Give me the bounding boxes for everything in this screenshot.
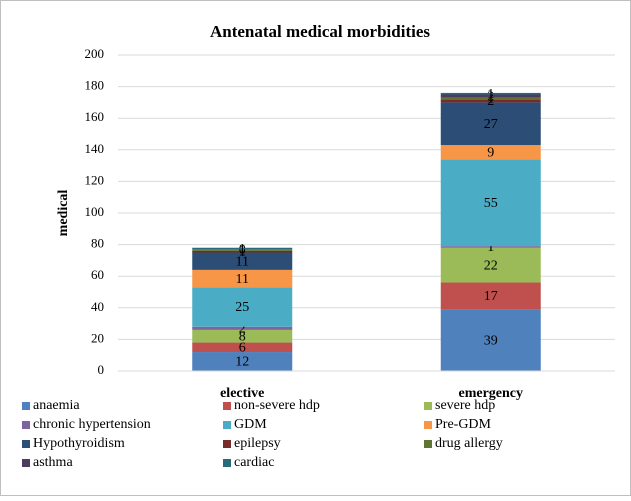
legend-swatch (223, 402, 231, 410)
legend-label: non-severe hdp (234, 398, 320, 413)
data-label: 1 (239, 243, 246, 258)
y-tick-label: 20 (91, 330, 104, 345)
bar-segment (440, 97, 541, 100)
bar-segment (440, 247, 541, 283)
y-tick-label: 60 (91, 267, 104, 282)
x-tick-label: emergency (458, 386, 523, 401)
y-tick-label: 80 (91, 236, 104, 251)
legend-swatch (22, 459, 30, 467)
bar-segment (192, 287, 293, 327)
bar-segment (440, 102, 541, 146)
y-axis-label: medical (56, 190, 71, 237)
legend-swatch (22, 421, 30, 429)
bar-segment (440, 145, 541, 160)
data-label: 2 (239, 322, 246, 337)
data-label: 17 (484, 289, 498, 304)
bar-segment (440, 246, 541, 248)
data-label: 1 (239, 245, 246, 260)
bar-segment (440, 94, 541, 98)
bar-segment (192, 352, 293, 371)
data-label: 6 (239, 341, 246, 356)
legend-label: asthma (33, 455, 73, 470)
bar-segment (192, 252, 293, 270)
data-label: 9 (487, 145, 494, 160)
data-label: 1 (487, 87, 494, 102)
legend-swatch (223, 421, 231, 429)
data-label: 1 (239, 242, 246, 257)
bar-segment (192, 326, 293, 330)
legend-label: GDM (234, 417, 267, 432)
data-label: 11 (236, 254, 249, 269)
legend-label: cardiac (234, 455, 274, 470)
data-label: 11 (236, 272, 249, 287)
bar-segment (192, 269, 293, 288)
data-label: 12 (235, 355, 249, 370)
data-label: 27 (484, 117, 498, 132)
bar-segment (192, 329, 293, 343)
data-label: 25 (235, 300, 249, 315)
legend-swatch (22, 402, 30, 410)
legend-label: chronic hypertension (33, 417, 151, 432)
legend-swatch (424, 440, 432, 448)
y-tick-label: 180 (85, 78, 105, 93)
legend-label: severe hdp (435, 398, 495, 413)
bar-segment (440, 92, 541, 95)
data-label: 55 (484, 196, 498, 211)
data-label: 0 (239, 243, 246, 258)
chart-title: Antenatal medical morbidities (210, 22, 430, 41)
legend-label: anaemia (33, 398, 80, 413)
legend-swatch (424, 402, 432, 410)
data-label: 39 (484, 333, 498, 348)
data-label: 1 (487, 92, 494, 107)
data-label: 2 (487, 94, 494, 109)
legend-label: Hypothyroidism (33, 436, 125, 451)
data-label: 2 (487, 89, 494, 104)
legend-swatch (424, 421, 432, 429)
legend-label: Pre-GDM (435, 417, 492, 432)
y-tick-label: 140 (85, 141, 105, 156)
data-label: 22 (484, 258, 498, 273)
y-tick-label: 0 (98, 362, 105, 377)
bar-segment (440, 99, 541, 103)
y-tick-label: 40 (91, 299, 104, 314)
bar-segment (192, 247, 293, 250)
legend-swatch (22, 440, 30, 448)
y-tick-label: 160 (85, 109, 105, 124)
y-tick-label: 120 (85, 172, 105, 187)
data-label: 8 (239, 329, 246, 344)
bar-segment (440, 309, 541, 371)
x-tick-label: elective (220, 386, 264, 401)
bar-segment (192, 250, 293, 253)
legend-swatch (223, 440, 231, 448)
y-tick-label: 200 (85, 46, 105, 61)
bar-segment (440, 282, 541, 310)
data-label: 1 (487, 240, 494, 255)
legend-label: epilepsy (234, 436, 281, 451)
legend-label: drug allergy (435, 436, 503, 451)
bar-segment (192, 249, 293, 251)
bar-segment (440, 159, 541, 247)
legend-swatch (223, 459, 231, 467)
bar-segment (192, 342, 293, 353)
y-tick-label: 100 (85, 204, 105, 219)
